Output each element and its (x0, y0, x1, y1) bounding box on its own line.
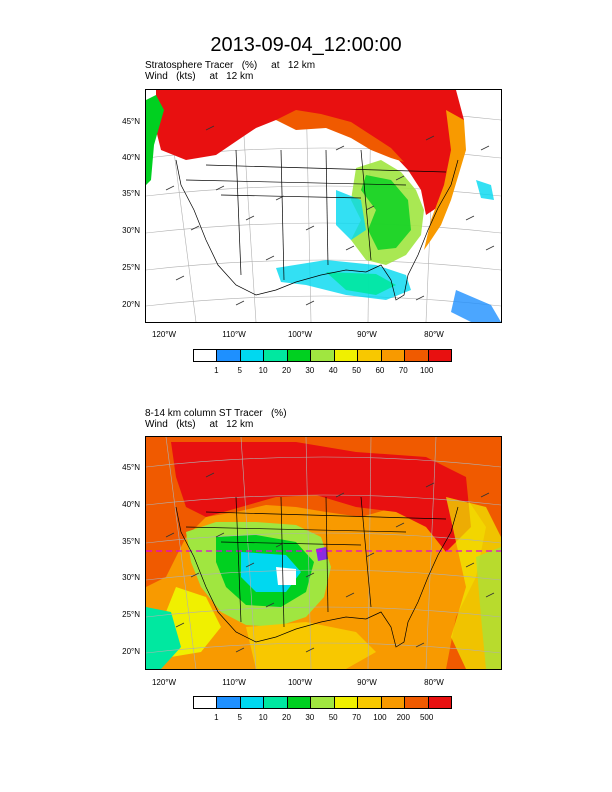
colorbar-box (264, 697, 288, 708)
panel2-caption-line2: Wind (kts) at 12 km (145, 419, 254, 430)
colorbar-box (240, 697, 265, 708)
colorbar-box (287, 697, 312, 708)
colorbar-box (405, 697, 429, 708)
panel1-lon-label: 120°W (151, 330, 177, 339)
panel1-lat-label: 20°N (122, 300, 140, 309)
panel1-caption-line1: Stratosphere Tracer (%) at 12 km (145, 60, 316, 71)
panel1-lon-label: 90°W (357, 330, 377, 339)
panel2-lat-label: 45°N (122, 463, 140, 472)
panel2-wind-barbs (165, 472, 495, 653)
panel2-caption-line1: 8-14 km column ST Tracer (%) (145, 408, 287, 419)
colorbar-label: 10 (258, 713, 268, 722)
panel2-colorbar (193, 696, 452, 709)
colorbar-box (334, 350, 359, 361)
colorbar-box (217, 350, 241, 361)
panel1-coastlines (175, 149, 459, 301)
colorbar-box (358, 697, 382, 708)
colorbar-label: 500 (419, 713, 434, 722)
colorbar-label: 1 (214, 713, 219, 722)
colorbar-label: 200 (396, 713, 410, 722)
panel2-lon-label: 80°W (424, 678, 444, 687)
panel2-graticule (146, 437, 501, 669)
colorbar-label: 70 (398, 366, 408, 375)
colorbar-label: 50 (352, 366, 361, 375)
colorbar-label: 40 (328, 366, 338, 375)
colorbar-label: 20 (282, 366, 291, 375)
panel1-lat-label: 45°N (122, 117, 140, 126)
panel2-lon-label: 120°W (151, 678, 177, 687)
panel1-lat-label: 25°N (122, 263, 140, 272)
panel1-lon-label: 110°W (222, 330, 246, 339)
colorbar-box (194, 697, 218, 708)
colorbar-box (428, 697, 451, 708)
colorbar-box (381, 350, 406, 361)
panel2-lat-label: 25°N (122, 610, 140, 619)
colorbar-label: 5 (237, 366, 242, 375)
colorbar-label: 10 (258, 366, 268, 375)
panel1-lat-label: 30°N (122, 226, 140, 235)
colorbar-label: 1 (214, 366, 219, 375)
colorbar-box (311, 697, 335, 708)
colorbar-box (240, 350, 265, 361)
panel1-lat-label: 35°N (122, 189, 140, 198)
panel2-lon-label: 90°W (357, 678, 377, 687)
colorbar-box (311, 350, 335, 361)
panel2-map-graphic (146, 437, 501, 669)
plot-title: 2013-09-04_12:00:00 (210, 34, 402, 56)
colorbar-box (217, 697, 241, 708)
panel2-lat-label: 40°N (122, 500, 140, 509)
panel2-lon-label: 110°W (222, 678, 246, 687)
colorbar-label: 30 (305, 366, 315, 375)
colorbar-box (405, 350, 429, 361)
panel2-caption: 8-14 km column ST Tracer (%) Wind (kts) … (145, 408, 287, 430)
colorbar-box (381, 697, 406, 708)
colorbar-label: 60 (375, 366, 385, 375)
colorbar-label: 5 (237, 713, 242, 722)
colorbar-label: 30 (305, 713, 315, 722)
panel1-colorbar (193, 349, 452, 362)
colorbar-box (287, 350, 312, 361)
panel1-lon-label: 80°W (424, 330, 444, 339)
panel1-lat-label: 40°N (122, 153, 140, 162)
panel2-lat-label: 20°N (122, 647, 140, 656)
colorbar-label: 20 (282, 713, 291, 722)
colorbar-box (264, 350, 288, 361)
panel1-map (145, 89, 502, 323)
colorbar-box (334, 697, 359, 708)
panel1-wind-barbs (165, 125, 495, 306)
colorbar-label: 50 (328, 713, 338, 722)
panel1-caption: Stratosphere Tracer (%) at 12 km Wind (k… (145, 60, 315, 82)
panel1-lon-label: 100°W (287, 330, 313, 339)
colorbar-label: 100 (373, 713, 387, 722)
colorbar-label: 70 (352, 713, 361, 722)
panel2-lon-label: 100°W (287, 678, 313, 687)
colorbar-box (428, 350, 451, 361)
panel1-map-graphic (146, 90, 501, 322)
colorbar-box (194, 350, 218, 361)
colorbar-box (358, 350, 382, 361)
colorbar-label: 100 (419, 366, 434, 375)
panel2-map (145, 436, 502, 670)
panel2-lat-label: 35°N (122, 537, 140, 546)
panel2-lat-label: 30°N (122, 573, 140, 582)
panel2-coastlines (175, 496, 459, 648)
panel1-caption-line2: Wind (kts) at 12 km (145, 71, 254, 82)
